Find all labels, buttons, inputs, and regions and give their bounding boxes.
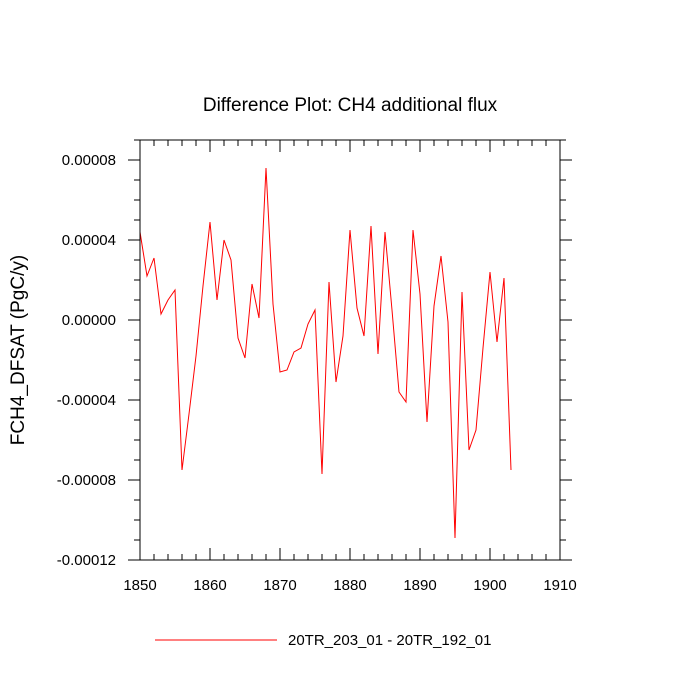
axis-ticks	[128, 139, 572, 561]
plot-frame	[139, 139, 561, 561]
series-line	[139, 167, 512, 539]
x-tick-label: 1880	[333, 577, 366, 594]
y-tick-label: 0.00004	[62, 232, 116, 249]
y-tick-label: 0.00008	[62, 152, 116, 169]
tick-labels: 1850 1860 1870 1880 1890 1900 1910 -0.00012 -0.0…	[57, 152, 577, 594]
legend: 20TR_203_01 - 20TR_192_01	[155, 632, 491, 649]
y-axis-label: FCH4_DFSAT (PgC/y)	[8, 255, 29, 445]
y-tick-label: -0.00012	[57, 552, 116, 569]
y-tick-label: 0.00000	[62, 312, 116, 329]
x-tick-label: 1860	[193, 577, 226, 594]
x-tick-label: 1910	[543, 577, 576, 594]
y-tick-label: -0.00008	[57, 472, 116, 489]
series-layer	[139, 167, 512, 539]
legend-label: 20TR_203_01 - 20TR_192_01	[288, 632, 491, 649]
x-tick-label: 1870	[263, 577, 296, 594]
x-tick-label: 1890	[403, 577, 436, 594]
chart-title: Difference Plot: CH4 additional flux	[203, 95, 498, 116]
x-tick-label: 1850	[123, 577, 156, 594]
x-tick-label: 1900	[473, 577, 506, 594]
y-tick-label: -0.00004	[57, 392, 116, 409]
